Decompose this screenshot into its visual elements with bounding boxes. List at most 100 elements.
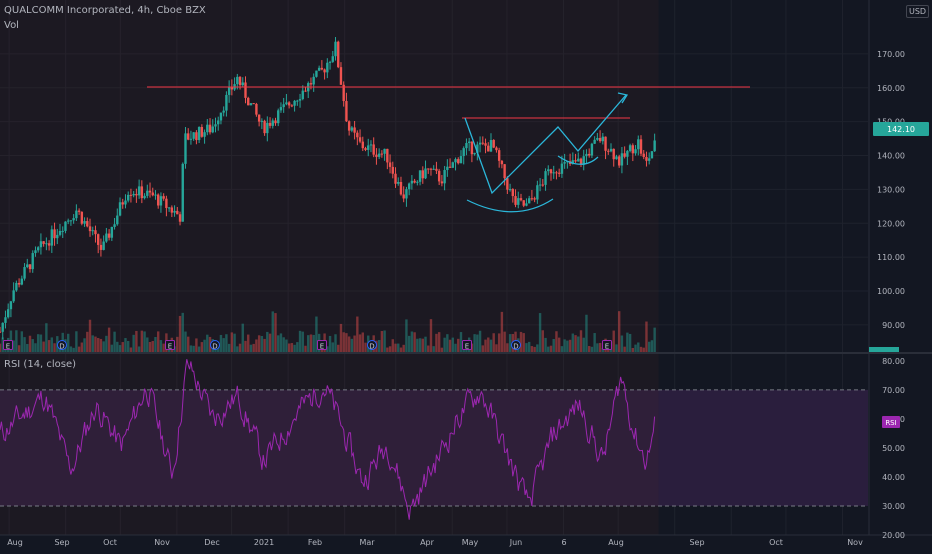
- candle-body: [628, 145, 632, 151]
- volume-bar: [107, 327, 111, 352]
- candle-body: [184, 133, 187, 164]
- event-marker[interactable]: D: [57, 340, 67, 351]
- candle-body: [320, 67, 324, 70]
- candle-body: [47, 243, 51, 246]
- candle-body: [187, 133, 190, 140]
- event-marker[interactable]: E: [165, 340, 175, 351]
- volume-bar: [530, 346, 534, 352]
- candle-body: [424, 168, 427, 179]
- candle-body: [388, 162, 392, 167]
- candle-body: [244, 82, 247, 98]
- event-marker-label: E: [168, 343, 172, 351]
- candle-body: [476, 144, 479, 153]
- volume-bar: [277, 335, 280, 352]
- price-tick-label: 170.00: [877, 50, 905, 59]
- volume-bar: [342, 332, 345, 352]
- candle-body: [249, 103, 253, 106]
- volume-bar: [353, 335, 356, 352]
- candle-body: [377, 153, 381, 157]
- time-tick-label: Oct: [103, 538, 117, 547]
- candle-body: [361, 141, 364, 149]
- candle-body: [23, 267, 26, 279]
- candle-body: [555, 172, 558, 174]
- candle-body: [650, 151, 654, 159]
- volume-bar: [197, 346, 201, 352]
- candle-body: [590, 143, 594, 156]
- candle-body: [571, 160, 575, 164]
- volume-bar: [427, 345, 430, 352]
- candle-body: [617, 156, 621, 166]
- volume-bar: [34, 343, 37, 352]
- candle-body: [274, 120, 277, 124]
- volume-bar: [178, 315, 182, 352]
- candle-body: [372, 144, 375, 155]
- time-tick-label: Aug: [7, 538, 23, 547]
- candle-body: [214, 124, 217, 127]
- rsi-badge-bg: [882, 416, 900, 428]
- event-marker[interactable]: E: [317, 340, 327, 351]
- candle-body: [334, 41, 337, 57]
- chart-legend: QUALCOMM Incorporated, 4h, Cboe BZX Vol: [4, 5, 206, 32]
- candle-body: [601, 136, 605, 142]
- candle-body: [127, 194, 130, 201]
- event-marker[interactable]: E: [462, 340, 472, 351]
- candle-body: [28, 264, 32, 270]
- volume-bar: [301, 331, 304, 352]
- candle-body: [353, 127, 356, 133]
- volume-bar: [257, 335, 261, 352]
- volume-label: Vol: [4, 20, 19, 31]
- candle-body: [407, 183, 411, 190]
- volume-bar: [582, 337, 585, 352]
- candle-body: [435, 168, 438, 171]
- volume-bar: [326, 346, 329, 352]
- earnings-marker-icon: [602, 340, 612, 350]
- candle-body: [410, 180, 414, 184]
- volume-bar: [282, 337, 285, 352]
- candle-body: [437, 170, 441, 182]
- volume-bar: [312, 334, 315, 352]
- volume-bar: [293, 344, 296, 352]
- volume-bar: [271, 311, 274, 352]
- event-marker-label: D: [212, 343, 217, 351]
- candle-body: [642, 153, 645, 157]
- candle-body: [533, 198, 536, 200]
- volume-bar: [247, 334, 250, 352]
- rsi-tick-label: 50.00: [882, 444, 905, 453]
- candle-body: [342, 84, 345, 102]
- volume-bar: [66, 333, 70, 352]
- volume-bar: [148, 341, 152, 352]
- candle-body: [653, 140, 656, 152]
- candle-body: [287, 102, 291, 106]
- candle-body: [17, 282, 21, 285]
- event-marker[interactable]: D: [367, 340, 377, 351]
- time-tick-label: Dec: [204, 538, 219, 547]
- candle-body: [252, 103, 255, 105]
- volume-bar: [500, 311, 504, 352]
- volume-bar: [241, 323, 244, 352]
- candle-body: [154, 194, 157, 196]
- candle-body: [56, 234, 59, 239]
- candles: [0, 37, 656, 340]
- candle-body: [492, 140, 495, 148]
- candle-body: [91, 230, 94, 232]
- candle-body: [465, 143, 468, 149]
- event-marker[interactable]: D: [210, 340, 220, 351]
- event-marker[interactable]: E: [602, 340, 612, 351]
- candle-body: [178, 214, 182, 222]
- candle-body: [135, 193, 138, 196]
- event-marker[interactable]: D: [511, 340, 521, 351]
- volume-bar: [110, 344, 114, 352]
- volume-bar: [0, 343, 2, 352]
- event-marker[interactable]: E: [3, 340, 13, 351]
- candle-body: [167, 207, 171, 209]
- candle-body: [206, 124, 209, 133]
- volume-bar: [631, 347, 635, 352]
- candle-body: [497, 150, 501, 161]
- candle-body: [375, 154, 378, 157]
- last-price-badge-text: 142.10: [887, 125, 915, 134]
- candle-body: [137, 186, 141, 196]
- currency-button[interactable]: USD: [906, 5, 930, 18]
- candle-body: [446, 166, 449, 171]
- candle-body: [151, 192, 154, 196]
